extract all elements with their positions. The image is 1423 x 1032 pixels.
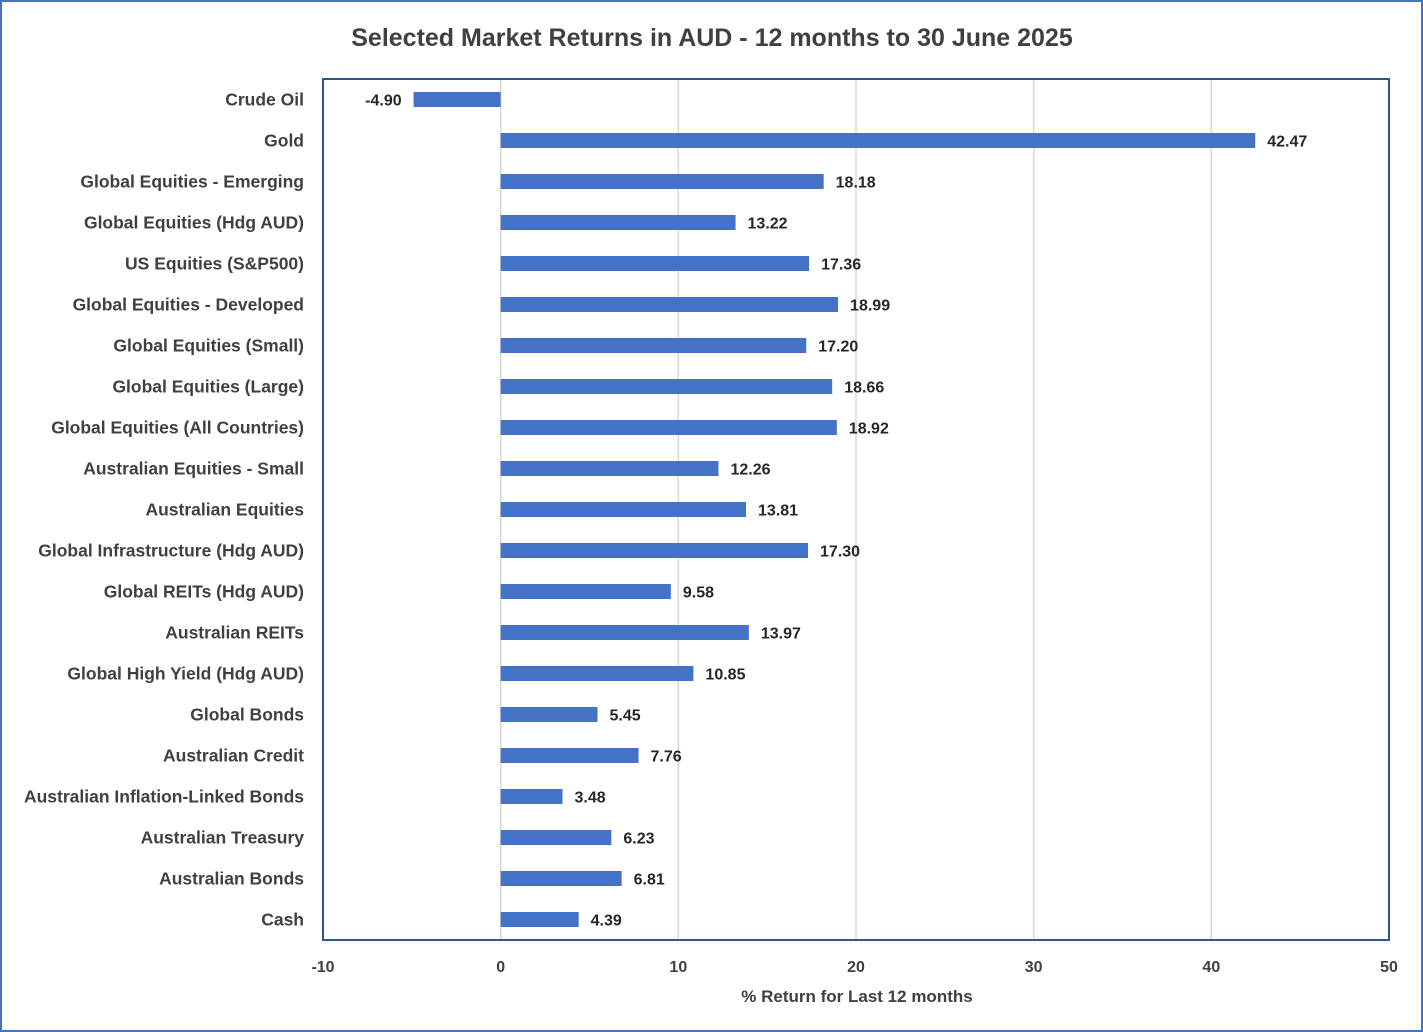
category-label: Crude Oil: [225, 90, 304, 110]
bar: [500, 584, 671, 599]
category-label: Australian Credit: [163, 746, 304, 766]
bar: [500, 133, 1256, 148]
bar: [500, 830, 612, 845]
category-label: Australian Equities - Small: [83, 459, 304, 479]
value-label: 6.81: [634, 872, 665, 889]
bars: [413, 92, 1256, 927]
value-label: 18.18: [836, 175, 876, 192]
x-tick-label: 30: [1025, 959, 1043, 976]
category-label: Australian Bonds: [159, 869, 304, 889]
x-axis-title: % Return for Last 12 months: [741, 987, 972, 1006]
bar: [500, 338, 807, 353]
bar: [500, 256, 810, 271]
labels: -10 0 10 20 30 40 50 Crude Oil -4.90 Gold 42.47 Glo…: [24, 90, 1398, 977]
bar: [500, 912, 579, 927]
category-label: Global Bonds: [190, 705, 304, 725]
category-label: Global Equities - Developed: [73, 295, 304, 315]
chart-title: Selected Market Returns in AUD - 12 mont…: [351, 24, 1073, 52]
value-label: 13.81: [758, 503, 798, 520]
x-tick-label: -10: [311, 959, 334, 976]
category-label: Australian Equities: [145, 500, 304, 520]
category-label: Global Equities (Small): [113, 336, 304, 356]
category-label: Global Equities - Emerging: [80, 172, 304, 192]
value-label: 12.26: [730, 462, 770, 479]
value-label: -4.90: [365, 93, 402, 110]
category-label: Global REITs (Hdg AUD): [104, 582, 304, 602]
x-tick-label: 40: [1202, 959, 1220, 976]
category-label: Global Infrastructure (Hdg AUD): [38, 541, 304, 561]
x-tick-label: 0: [496, 959, 505, 976]
bar: [500, 748, 639, 763]
category-label: Australian Treasury: [141, 828, 305, 848]
value-label: 10.85: [705, 667, 745, 684]
value-label: 17.30: [820, 544, 860, 561]
category-label: Australian REITs: [165, 623, 304, 643]
bar: [413, 92, 501, 107]
value-label: 3.48: [574, 790, 605, 807]
value-label: 7.76: [651, 749, 682, 766]
category-label: Global High Yield (Hdg AUD): [67, 664, 304, 684]
bar: [500, 871, 622, 886]
category-label: Cash: [261, 910, 304, 930]
x-tick-label: 50: [1380, 959, 1398, 976]
category-label: Global Equities (Hdg AUD): [84, 213, 304, 233]
bar: [500, 707, 598, 722]
category-label: Australian Inflation-Linked Bonds: [24, 787, 304, 807]
value-label: 6.23: [623, 831, 654, 848]
plot-area-border: [322, 78, 1390, 941]
category-label: Global Equities (Large): [112, 377, 304, 397]
bar: [500, 461, 719, 476]
value-label: 17.20: [818, 339, 858, 356]
bar: [500, 502, 747, 517]
category-label: Gold: [264, 131, 304, 151]
value-label: 4.39: [591, 913, 622, 930]
category-label: US Equities (S&P500): [125, 254, 304, 274]
bar: [500, 543, 809, 558]
bar: [500, 666, 694, 681]
bar: [500, 215, 736, 230]
bar: [500, 379, 833, 394]
bar: [500, 420, 837, 435]
category-label: Global Equities (All Countries): [51, 418, 304, 438]
value-label: 17.36: [821, 257, 861, 274]
value-label: 18.99: [850, 298, 890, 315]
x-tick-label: 10: [669, 959, 687, 976]
x-tick-label: 20: [847, 959, 865, 976]
bar: [500, 789, 563, 804]
bar: [500, 174, 824, 189]
bar: [500, 625, 749, 640]
value-label: 9.58: [683, 585, 714, 602]
value-label: 42.47: [1267, 134, 1307, 151]
value-label: 18.92: [849, 421, 889, 438]
value-label: 13.22: [748, 216, 788, 233]
value-label: 18.66: [844, 380, 884, 397]
value-label: 13.97: [761, 626, 801, 643]
value-label: 5.45: [609, 708, 640, 725]
bar: [500, 297, 839, 312]
